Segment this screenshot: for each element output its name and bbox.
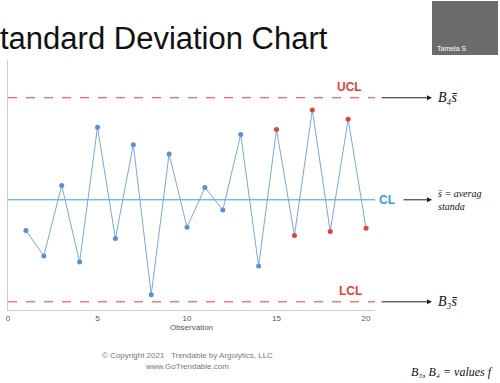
svg-text:© Copyright 2021 Trendable b: © Copyright 2021 Trendable by Argolytics…: [102, 351, 273, 360]
svg-text:www.GoTrendable.com: www.GoTrendable.com: [145, 362, 229, 371]
svg-text:Observation: Observation: [170, 323, 213, 332]
svg-text:UCL: UCL: [337, 80, 362, 94]
svg-text:20: 20: [362, 314, 371, 323]
svg-text:5: 5: [95, 314, 100, 323]
svg-text:LCL: LCL: [339, 284, 362, 298]
svg-text:s̄ = averagstanda: s̄ = averagstanda: [438, 188, 481, 212]
svg-text:B₃, B₄ = values f: B₃, B₄ = values f: [411, 365, 493, 379]
svg-text:B₃s̄: B₃s̄: [438, 294, 457, 309]
svg-text:10: 10: [183, 314, 192, 323]
svg-text:0: 0: [6, 314, 11, 323]
svg-text:CL: CL: [379, 193, 395, 207]
svg-text:Tamela S: Tamela S: [437, 45, 467, 52]
svg-text:B₄s̄: B₄s̄: [438, 90, 457, 105]
svg-text:15: 15: [272, 314, 281, 323]
svg-text:tandard Deviation Chart: tandard Deviation Chart: [0, 21, 328, 56]
